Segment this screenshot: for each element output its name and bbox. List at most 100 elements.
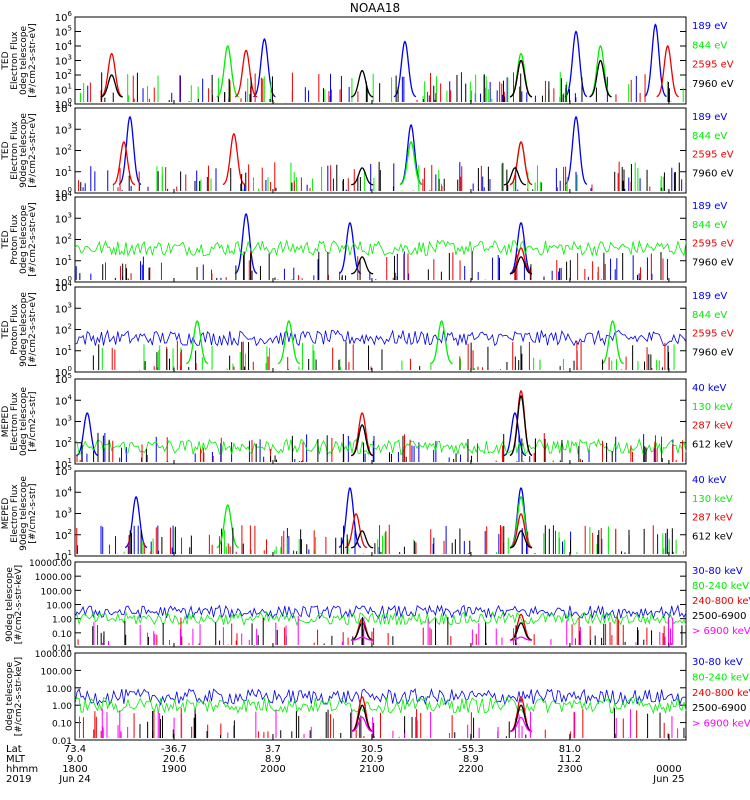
y-axis-label: TED — [1, 141, 11, 160]
legend-green: 844 eV — [692, 220, 727, 231]
panel-5: 101 102 103 104 105 MEPED Electron Flux 0deg te… — [1, 372, 733, 471]
series-287-kev — [76, 389, 687, 463]
panel-frame — [74, 652, 687, 741]
data-peak — [112, 141, 136, 186]
legend-blue: 40 keV — [692, 383, 726, 394]
legend-blue: 189 eV — [692, 21, 727, 32]
y-axis-label: [#/cm2-s-str-eV] — [28, 202, 38, 277]
series-844-ev — [74, 239, 687, 257]
series-844-ev — [101, 320, 678, 371]
y-tick-label: 101 — [55, 549, 72, 563]
data-peak — [509, 221, 533, 275]
y-tick-label: 103 — [55, 54, 72, 68]
legend-red: 287 keV — [692, 513, 733, 524]
legend-blue: 189 eV — [692, 112, 727, 123]
series-189-ev — [74, 329, 687, 347]
legend-red: 2595 eV — [692, 60, 734, 71]
legend-black: 612 keV — [692, 439, 733, 450]
y-tick-label: 103 — [55, 301, 72, 315]
y-tick-label: 104 — [55, 190, 73, 204]
x-row-label: Lat — [6, 744, 22, 755]
data-peak — [100, 52, 123, 98]
data-peak — [351, 167, 374, 186]
x-tick-hhmm: 2000 — [260, 764, 285, 775]
y-axis-label: MEPED — [1, 406, 11, 438]
y-tick-label: 1.00 — [52, 616, 72, 626]
data-peak — [350, 424, 374, 457]
y-axis-label: 90deg telescope — [19, 113, 29, 188]
series-189-ev — [75, 212, 668, 280]
x-tick-date: Jun 25 — [652, 774, 685, 785]
data-peak — [589, 59, 612, 98]
data-peak — [216, 504, 239, 549]
legend-black: 7960 eV — [692, 257, 734, 268]
y-tick-label: 100.00 — [41, 667, 73, 677]
y-tick-label: 10000.00 — [29, 559, 72, 569]
data-peak — [185, 320, 209, 365]
legend-blue: 40 keV — [692, 475, 726, 486]
x-tick-hhmm: 2300 — [557, 764, 582, 775]
y-axis-label: Electron Flux — [10, 121, 20, 180]
legend-green: 130 keV — [692, 494, 733, 505]
data-peak — [509, 394, 533, 457]
y-tick-label: 102 — [55, 233, 72, 247]
data-peak — [234, 49, 258, 98]
panel-7: 0.01 0.10 1.00 10.00 100.00 1000.00 10000.00 90… — [5, 559, 750, 654]
x-tick-hhmm: 0000 — [656, 764, 681, 775]
series-line — [74, 687, 687, 707]
series-80-240-kev — [74, 610, 687, 627]
y-tick-label: 0.01 — [52, 644, 72, 654]
y-tick-label: 104 — [55, 101, 73, 115]
data-peak — [644, 23, 667, 98]
series-612-kev — [81, 394, 663, 462]
y-tick-label: 0.10 — [52, 630, 72, 640]
legend-green: 844 eV — [692, 40, 727, 51]
legend-black: 2500-6900 — [692, 703, 747, 714]
y-tick-label: 102 — [55, 528, 72, 542]
data-peak — [277, 320, 301, 365]
data-peak — [351, 530, 374, 549]
x-tick-hhmm: 2200 — [458, 764, 483, 775]
y-tick-label: 105 — [55, 25, 72, 39]
x-row-label: hhmm — [6, 764, 38, 775]
data-peak — [656, 45, 679, 98]
data-peak — [351, 704, 374, 733]
legend-black: 2500-6900 — [692, 611, 747, 622]
data-peak — [601, 320, 624, 365]
series-2595-ev — [111, 340, 666, 370]
data-peak — [503, 167, 527, 186]
y-tick-label: 101 — [55, 254, 72, 268]
y-tick-label: 100 — [55, 97, 72, 111]
series-30-80-kev — [74, 604, 687, 620]
x-tick-mlt: 20.6 — [163, 754, 185, 765]
series-7960-ev — [80, 161, 680, 191]
legend-red: 240-800 keV — [692, 596, 750, 607]
y-axis-label: Electron Flux — [10, 392, 20, 451]
x-tick-lat: 81.0 — [559, 744, 581, 755]
legend-black: 7960 eV — [692, 168, 734, 179]
y-axis-label: TED — [1, 230, 11, 249]
legend-green: 844 eV — [692, 310, 727, 321]
y-tick-label: 1000.00 — [35, 650, 72, 660]
legend-green: 130 keV — [692, 402, 733, 413]
y-tick-label: 104 — [55, 485, 73, 499]
data-peak — [234, 212, 258, 275]
y-tick-label: 101 — [55, 344, 72, 358]
y-axis-label: MEPED — [1, 498, 11, 530]
legend-red: 2595 eV — [692, 239, 734, 250]
series--6900-kev — [79, 708, 679, 739]
y-axis-label: Proton Flux — [10, 214, 20, 265]
y-tick-label: 0.10 — [52, 720, 72, 730]
legend-magenta: > 6900 keV — [692, 626, 750, 637]
y-tick-label: 104 — [55, 39, 73, 53]
panel-3: 100 101 102 103 104 TED Proton Flux 0deg telesc… — [1, 190, 734, 289]
y-tick-label: 103 — [55, 211, 72, 225]
data-peak — [509, 59, 533, 98]
y-tick-label: 101 — [55, 165, 72, 179]
y-axis-label: Electron Flux — [10, 31, 20, 90]
y-axis-label: Proton Flux — [10, 304, 20, 355]
y-tick-label: 101 — [55, 83, 72, 97]
y-axis-label: [#/cm2-s-str] — [28, 391, 38, 451]
y-tick-label: 104 — [55, 393, 73, 407]
